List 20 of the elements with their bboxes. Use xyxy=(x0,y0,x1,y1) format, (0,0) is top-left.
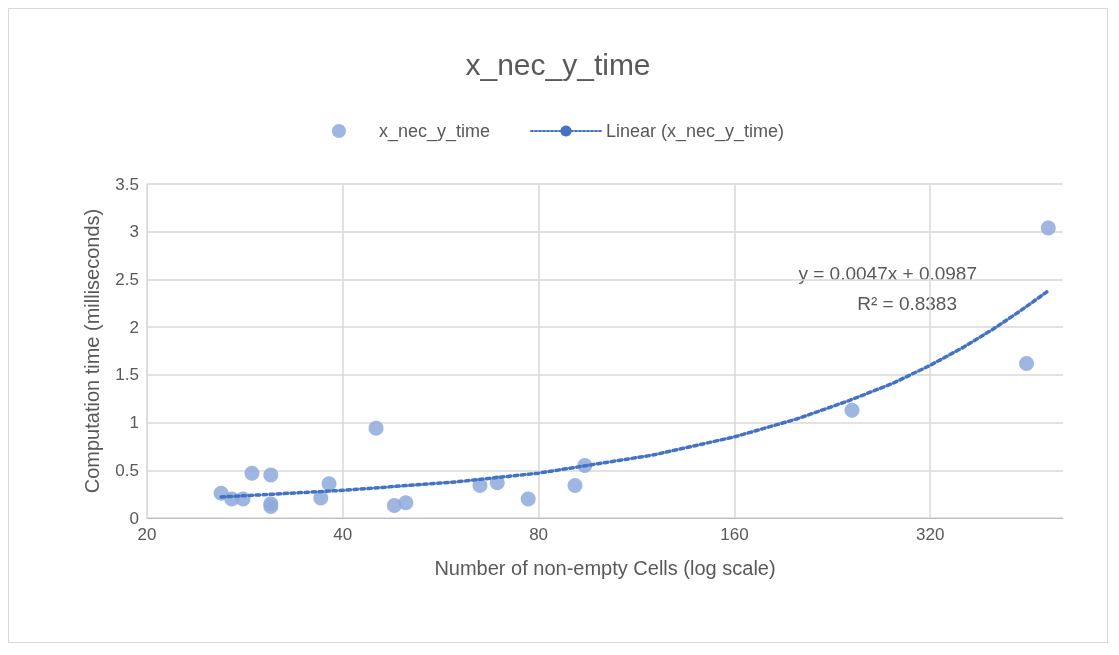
y-tick-label: 3 xyxy=(129,222,139,242)
y-axis-title: Computation time (milliseconds) xyxy=(81,208,103,494)
chart-title: x_nec_y_time xyxy=(465,47,651,81)
x-tick-label: 40 xyxy=(333,525,353,544)
x-axis-title: Number of non-empty Cells (log scale) xyxy=(434,557,776,579)
y-tick-label: 0.5 xyxy=(115,460,139,480)
x-tick-label: 160 xyxy=(720,525,749,544)
legend-label: x_nec_y_time xyxy=(378,121,490,142)
y-tick-label: 1.5 xyxy=(115,365,139,385)
x-tick-label: 320 xyxy=(916,525,945,544)
y-tick-label: 0 xyxy=(129,508,139,528)
y-tick-label: 3.5 xyxy=(115,174,139,194)
y-tick-label: 2 xyxy=(129,317,139,337)
x-tick-label: 80 xyxy=(529,525,549,544)
annotation: y = 0.0047x + 0.0987 xyxy=(798,263,978,284)
y-tick-label: 1 xyxy=(129,413,139,433)
annotation: R² = 0.8383 xyxy=(857,293,958,314)
legend-label: Linear (x_nec_y_time) xyxy=(605,121,785,142)
x-tick-label: 20 xyxy=(137,525,157,544)
y-tick-label: 2.5 xyxy=(115,269,139,289)
